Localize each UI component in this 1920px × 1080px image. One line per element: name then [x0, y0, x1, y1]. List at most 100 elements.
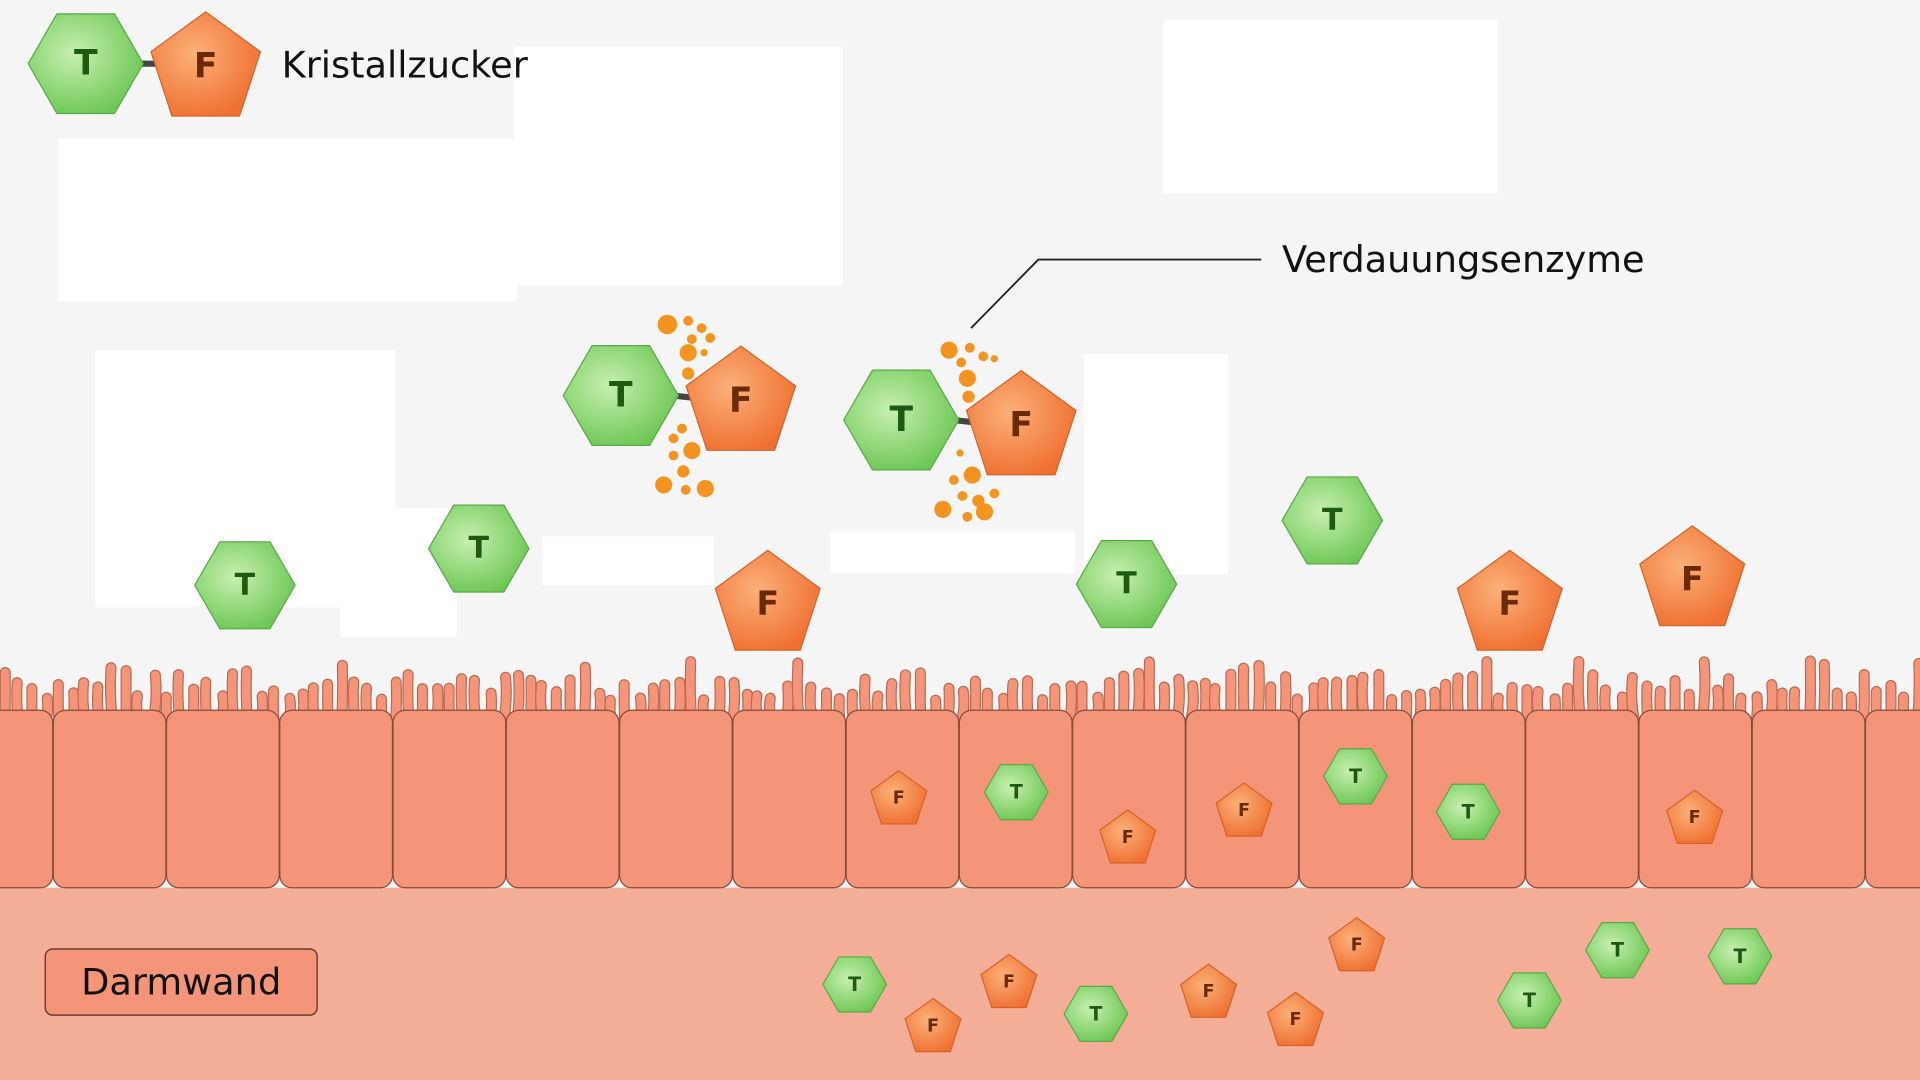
cell	[165, 709, 280, 889]
enzyme-dot	[683, 315, 694, 326]
fructose-label: F	[194, 47, 218, 87]
enzyme-dot	[948, 475, 959, 485]
enzyme-dot	[989, 488, 1000, 499]
glucose-label: T	[469, 531, 490, 566]
glucose-label: T	[235, 568, 256, 603]
fructose-label: F	[756, 583, 779, 622]
cell	[279, 709, 394, 889]
enzyme-dot	[668, 433, 679, 444]
enzyme-dot	[956, 449, 964, 457]
glucose-label: T	[1322, 503, 1343, 538]
fructose-label: F	[893, 789, 905, 809]
enzyme-dot	[705, 333, 716, 343]
enzyme-dot	[956, 357, 967, 368]
fructose-label: F	[1681, 559, 1704, 598]
enzyme-dot	[978, 351, 989, 362]
enzyme-dots	[655, 314, 1000, 522]
fructose	[1266, 991, 1325, 1047]
fructose-label: F	[1289, 1010, 1301, 1030]
region-label: Darmwand	[81, 961, 281, 1004]
glucose-label: T	[1462, 800, 1475, 823]
cell	[618, 709, 733, 889]
glucose	[1281, 476, 1384, 565]
fructose	[870, 769, 928, 825]
glucose	[822, 956, 888, 1013]
cell	[732, 709, 847, 889]
enzyme-dot	[958, 369, 976, 387]
enzyme-dot	[683, 442, 701, 460]
enzyme-dot	[964, 342, 975, 353]
enzyme-dot	[696, 480, 714, 498]
enzyme-dot	[940, 341, 958, 359]
molecules: T F T F T F T T F T T F F F T F F T T F T F F T F F F T T T	[27, 11, 1773, 1053]
glucose	[842, 369, 960, 471]
cell	[1751, 709, 1866, 889]
cell	[52, 709, 167, 889]
enzyme-dot	[963, 466, 981, 484]
glucose	[193, 541, 296, 630]
epithelial-cells	[0, 709, 1920, 889]
fructose-label: F	[1003, 972, 1015, 992]
fructose	[1328, 916, 1386, 972]
enzyme-dot	[696, 323, 707, 334]
fructose	[1215, 782, 1273, 837]
fructose-label: F	[927, 1016, 939, 1036]
glucose-label: T	[74, 44, 98, 84]
enzyme-dot	[677, 423, 687, 434]
enzyme-dot	[990, 355, 998, 363]
fructose-label: F	[1351, 936, 1363, 956]
cell	[0, 709, 54, 889]
fructose-label: F	[1689, 808, 1701, 828]
fructose-label: F	[1122, 828, 1134, 848]
glucose	[1075, 540, 1178, 629]
enzyme-dot	[657, 314, 678, 335]
callout-line	[970, 258, 1262, 329]
enzyme-dot	[679, 344, 697, 362]
fructose-label: F	[1009, 405, 1033, 445]
enzyme-dot	[655, 476, 673, 494]
glucose	[983, 764, 1049, 821]
enzyme-dot	[962, 511, 973, 522]
glucose-label: T	[889, 400, 913, 440]
fructose	[1456, 549, 1563, 651]
microvillus	[1859, 670, 1869, 727]
fructose-label: F	[1499, 583, 1522, 622]
cell	[505, 709, 620, 889]
glucose	[1322, 748, 1389, 805]
glucose-label: T	[1349, 765, 1362, 788]
enzyme-dot	[700, 348, 708, 357]
enzyme-dot	[682, 367, 695, 380]
fructose	[904, 997, 962, 1053]
glucose	[1585, 922, 1651, 979]
fructose-label: F	[729, 381, 753, 421]
fructose	[1666, 789, 1724, 845]
legend-label: Kristallzucker	[282, 43, 529, 86]
enzyme-dot	[677, 465, 690, 478]
fructose	[965, 369, 1077, 476]
enzyme-dot	[686, 334, 697, 345]
fructose	[685, 345, 797, 451]
cell	[1525, 709, 1639, 889]
glucose-label: T	[1611, 939, 1624, 962]
glucose-label: T	[1089, 1002, 1102, 1025]
glucose-label: T	[1523, 989, 1536, 1012]
lower-tissue	[0, 887, 1920, 1080]
fructose	[714, 549, 821, 651]
enzyme-dot	[975, 503, 994, 521]
glucose-label: T	[609, 376, 633, 416]
glucose-label: T	[1116, 567, 1137, 602]
glucose	[1496, 972, 1562, 1029]
cell	[1864, 709, 1920, 889]
fructose	[980, 953, 1038, 1009]
glucose	[1707, 928, 1773, 985]
glucose-label: T	[1733, 945, 1746, 968]
enzyme-dot	[680, 484, 691, 495]
fructose-label: F	[1238, 801, 1250, 821]
glucose	[27, 13, 144, 115]
glucose	[1063, 985, 1129, 1043]
glucose-label: T	[848, 973, 861, 996]
region-box	[44, 948, 318, 1016]
fructose	[150, 11, 262, 117]
